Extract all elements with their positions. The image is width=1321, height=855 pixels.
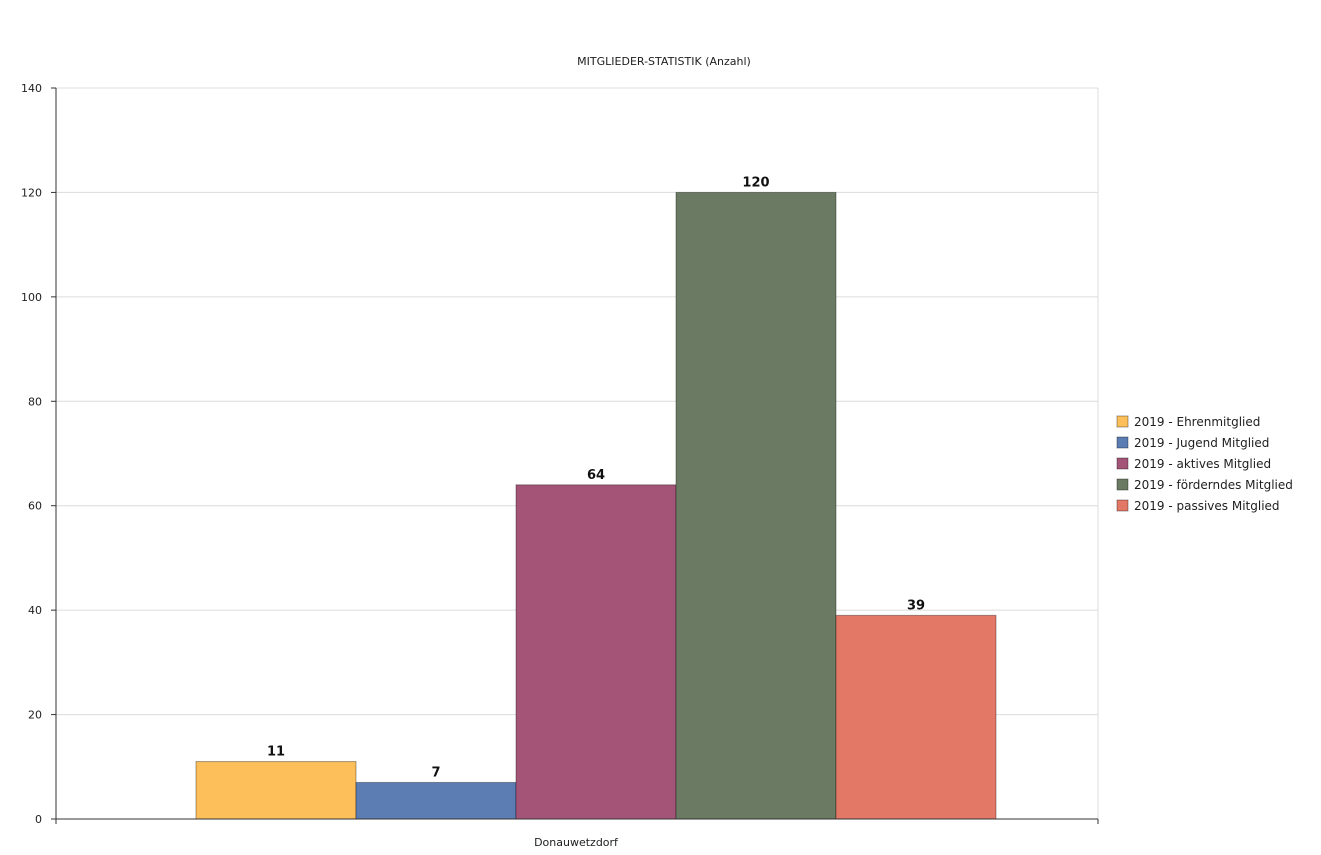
labels: 0 20 40 60 80 100 120 140 11 7 64 120 39 Donauwetzdor…: [21, 82, 925, 849]
data-label: 7: [431, 765, 440, 780]
bar-5: [835, 614, 997, 820]
legend-item-label: 2019 - Ehrenmitglied: [1134, 415, 1260, 429]
legend-swatch: [1116, 436, 1129, 449]
x-category-label: Donauwetzdorf: [534, 836, 619, 849]
legend-item-label: 2019 - förderndes Mitglied: [1134, 478, 1293, 492]
data-label: 64: [587, 468, 605, 483]
y-tick-label: 60: [28, 500, 42, 513]
data-label: 39: [907, 598, 925, 613]
legend-swatch: [1116, 478, 1129, 491]
y-tick-label: 100: [21, 291, 42, 304]
legend-swatch: [1116, 457, 1129, 470]
legend-swatch: [1116, 499, 1129, 512]
legend: 2019 - Ehrenmitglied 2019 - Jugend Mitgli…: [1116, 415, 1293, 513]
y-tick-label: 20: [28, 709, 42, 722]
bar-1: [195, 761, 357, 820]
bar-3: [515, 484, 677, 820]
data-label: 11: [267, 745, 285, 760]
y-tick-label: 140: [21, 82, 42, 95]
axes: [51, 87, 1099, 824]
bar-2: [355, 781, 517, 820]
legend-item-label: 2019 - passives Mitglied: [1134, 499, 1280, 513]
legend-swatch: [1116, 415, 1129, 428]
bar-4: [675, 191, 837, 820]
y-tick-label: 80: [28, 395, 42, 408]
data-label: 120: [742, 175, 769, 190]
y-tick-label: 120: [21, 186, 42, 199]
bars: [195, 191, 997, 820]
y-tick-label: 40: [28, 604, 42, 617]
y-tick-label: 0: [35, 813, 42, 826]
chart-title: MITGLIEDER-STATISTIK (Anzahl): [577, 55, 751, 68]
legend-item-label: 2019 - Jugend Mitglied: [1134, 436, 1269, 450]
legend-item-label: 2019 - aktives Mitglied: [1134, 457, 1271, 471]
